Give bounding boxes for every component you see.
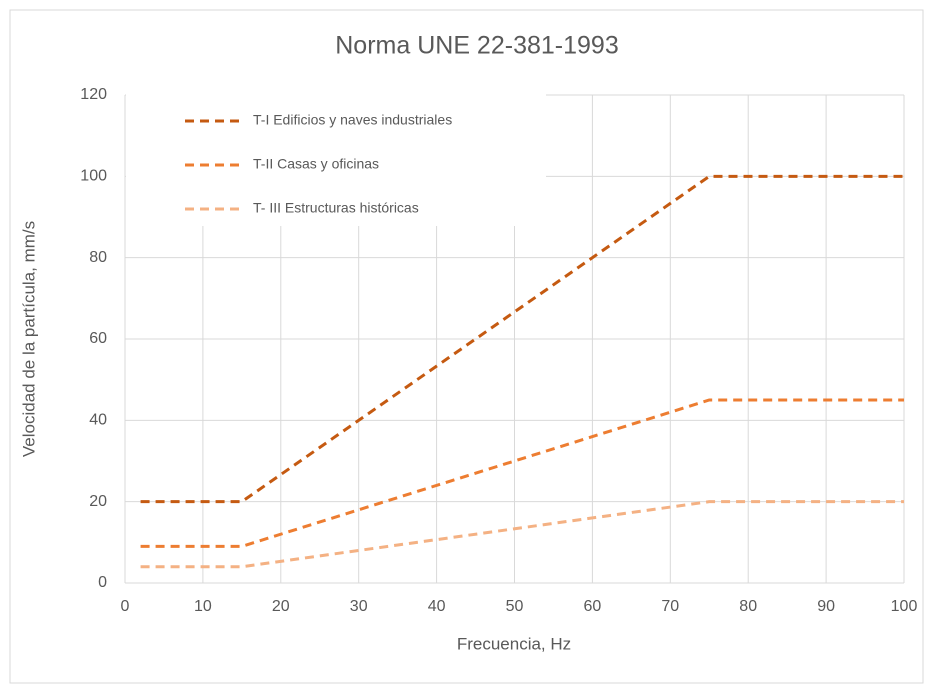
series-line	[140, 174, 904, 504]
y-axis-label: Velocidad de la partícula, mm/s	[19, 221, 38, 457]
y-tick-label: 40	[89, 412, 107, 429]
x-tick-label: 100	[891, 598, 918, 615]
x-tick-label: 40	[428, 598, 446, 615]
x-tick-label: 70	[661, 598, 679, 615]
x-tick-label: 30	[350, 598, 368, 615]
y-tick-label: 60	[89, 330, 107, 347]
y-tick-label: 80	[89, 249, 107, 266]
x-tick-label: 60	[584, 598, 602, 615]
x-tick-label: 90	[817, 598, 835, 615]
legend-label: T- III Estructuras históricas	[253, 200, 419, 216]
x-axis-label: Frecuencia, Hz	[457, 634, 571, 653]
y-tick-label: 100	[80, 168, 107, 185]
x-tick-label: 80	[739, 598, 757, 615]
chart-title: Norma UNE 22-381-1993	[335, 32, 618, 60]
plot	[140, 174, 904, 569]
legend-label: T-I Edificios y naves industriales	[253, 112, 452, 128]
legend-label: T-II Casas y oficinas	[253, 156, 379, 172]
y-tick-label: 0	[98, 574, 107, 591]
x-tick-label: 20	[272, 598, 290, 615]
legend-background	[126, 91, 546, 226]
y-tick-label: 120	[80, 86, 107, 103]
y-tick-label: 20	[89, 493, 107, 510]
x-tick-label: 10	[194, 598, 212, 615]
x-tick-label: 0	[121, 598, 130, 615]
series-line	[140, 500, 904, 569]
series-line	[140, 398, 904, 548]
x-tick-label: 50	[506, 598, 524, 615]
